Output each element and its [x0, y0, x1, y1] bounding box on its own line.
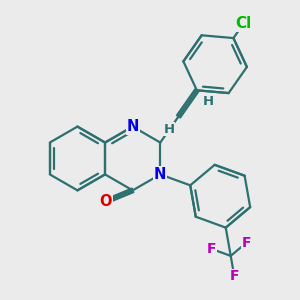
Text: N: N: [154, 167, 167, 182]
Text: F: F: [206, 242, 216, 256]
Text: N: N: [127, 119, 139, 134]
Text: O: O: [99, 194, 112, 209]
Text: F: F: [230, 269, 239, 283]
Text: H: H: [202, 95, 214, 108]
Text: F: F: [242, 236, 251, 250]
Text: H: H: [164, 123, 175, 136]
Text: Cl: Cl: [236, 16, 252, 31]
